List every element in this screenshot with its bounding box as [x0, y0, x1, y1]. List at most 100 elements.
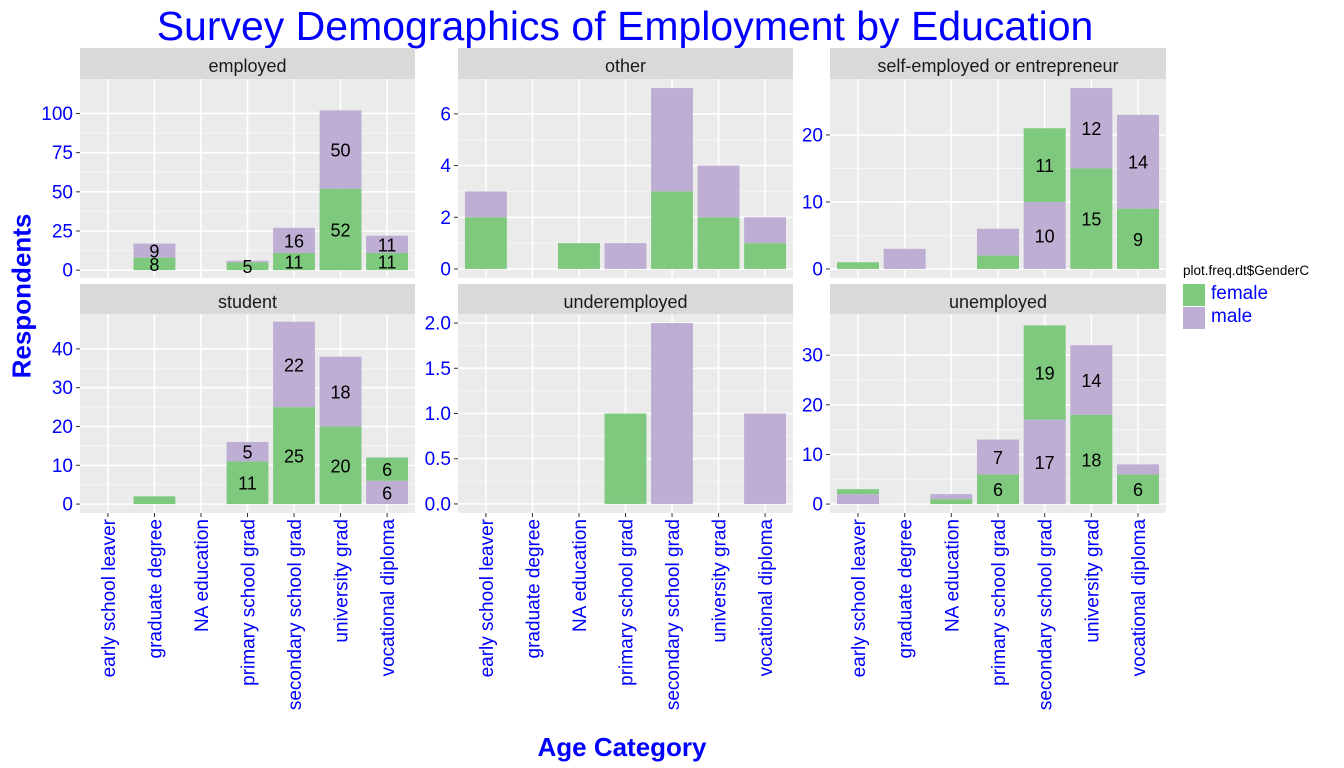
data-label: 14 — [1081, 371, 1101, 391]
bar-unemployed-secondary-school-grad-male — [1023, 419, 1066, 505]
bar-other-na-education-female — [558, 243, 600, 269]
x-tick-label-primary-school-grad: primary school grad — [617, 519, 638, 686]
x-tick-label-graduate-degree: graduate degree — [523, 519, 544, 658]
data-label: 22 — [284, 355, 304, 375]
data-label: 5 — [242, 443, 252, 463]
legend-label-male: male — [1211, 306, 1253, 327]
bar-underemployed-secondary-school-grad-male — [651, 323, 693, 504]
x-tick-label-vocational-diploma: vocational diploma — [1129, 519, 1150, 677]
data-label: 10 — [1035, 226, 1055, 246]
y-tick-label: 0 — [62, 495, 73, 516]
x-tick-label-early-school-leaver: early school leaver — [849, 518, 870, 677]
bar-student-university-grad-female — [319, 426, 362, 505]
data-label: 11 — [1035, 156, 1054, 176]
y-tick-label: 1.5 — [425, 359, 451, 380]
y-tick-label: 4 — [440, 156, 451, 177]
y-tick-label: 0 — [812, 259, 823, 280]
y-tick-label: 25 — [52, 221, 73, 242]
facet-strip-other — [458, 48, 793, 79]
facet-strip-label-self-employed-or-entrepreneur: self-employed or entrepreneur — [877, 56, 1118, 76]
x-tick-label-graduate-degree: graduate degree — [896, 519, 917, 658]
y-tick-label: 0 — [62, 261, 73, 282]
bar-self-employed-or-entrepreneur-university-grad-male — [1070, 88, 1113, 169]
facet-strip-employed — [80, 48, 415, 79]
legend-label-female: female — [1211, 283, 1269, 304]
data-label: 18 — [1081, 450, 1101, 470]
chart-title: Survey Demographics of Employment by Edu… — [156, 3, 1094, 49]
bar-unemployed-na-education-male — [930, 494, 973, 500]
y-tick-label: 0.0 — [425, 494, 451, 515]
facet-strip-label-underemployed: underemployed — [563, 292, 687, 312]
data-label: 50 — [331, 141, 351, 161]
legend-swatch-female — [1183, 284, 1205, 306]
x-tick-label-university-grad: university grad — [332, 519, 353, 643]
x-axis-label: Age Category — [537, 732, 707, 762]
x-tick-label-university-grad: university grad — [1082, 519, 1103, 643]
data-label: 6 — [382, 460, 392, 480]
bar-underemployed-vocational-diploma-male — [744, 413, 787, 504]
y-tick-label: 0 — [440, 259, 451, 280]
y-tick-label: 20 — [802, 125, 823, 146]
y-tick-label: 100 — [41, 104, 73, 125]
x-tick-label-secondary-school-grad: secondary school grad — [663, 519, 684, 710]
bar-employed-graduate-degree-female — [133, 257, 176, 271]
bar-employed-secondary-school-grad-female — [273, 252, 315, 271]
y-tick-label: 6 — [440, 104, 451, 125]
y-tick-label: 40 — [52, 339, 73, 360]
bar-student-primary-school-grad-female — [226, 461, 269, 505]
bar-employed-graduate-degree-male — [133, 243, 176, 258]
y-tick-label: 10 — [802, 445, 823, 466]
bar-employed-secondary-school-grad-male — [273, 227, 315, 253]
bar-unemployed-early-school-leaver-male — [837, 494, 879, 505]
legend-swatch-male — [1183, 307, 1205, 329]
y-tick-label: 1.0 — [425, 404, 451, 425]
x-tick-label-secondary-school-grad: secondary school grad — [285, 519, 306, 710]
data-label: 14 — [1128, 153, 1148, 173]
facet-strip-self-employed-or-entrepreneur — [830, 48, 1166, 79]
bar-employed-vocational-diploma-female — [366, 252, 409, 271]
bar-unemployed-vocational-diploma-female — [1117, 474, 1159, 505]
y-tick-label: 0.5 — [425, 449, 451, 470]
bar-student-primary-school-grad-male — [226, 442, 269, 462]
bar-student-vocational-diploma-female — [366, 457, 409, 481]
bar-underemployed-primary-school-grad-female — [604, 413, 647, 504]
data-label: 52 — [331, 220, 351, 240]
bar-student-secondary-school-grad-male — [273, 321, 315, 408]
bar-self-employed-or-entrepreneur-vocational-diploma-male — [1117, 114, 1159, 209]
data-label: 25 — [284, 447, 304, 467]
x-tick-label-na-education: NA education — [570, 519, 591, 632]
y-tick-label: 30 — [52, 378, 73, 399]
bar-other-university-grad-male — [697, 165, 740, 218]
data-label: 11 — [285, 253, 304, 273]
data-label: 6 — [993, 480, 1003, 500]
data-label: 11 — [378, 253, 397, 273]
bar-employed-university-grad-female — [319, 188, 362, 271]
data-label: 17 — [1035, 453, 1055, 473]
facet-strip-unemployed — [830, 284, 1166, 314]
bar-other-primary-school-grad-male — [604, 243, 647, 269]
bar-employed-primary-school-grad-female — [226, 262, 269, 271]
y-tick-label: 20 — [52, 417, 73, 438]
x-tick-label-vocational-diploma: vocational diploma — [378, 519, 399, 677]
x-tick-label-primary-school-grad: primary school grad — [239, 519, 260, 686]
facet-strip-label-other: other — [605, 56, 646, 76]
bar-self-employed-or-entrepreneur-primary-school-grad-male — [977, 228, 1019, 256]
data-label: 19 — [1035, 364, 1055, 384]
bar-unemployed-university-grad-male — [1070, 345, 1113, 415]
bar-other-secondary-school-grad-female — [651, 191, 693, 269]
data-label: 11 — [238, 474, 257, 494]
bar-other-vocational-diploma-male — [744, 217, 787, 244]
bar-employed-university-grad-male — [319, 110, 362, 189]
facet-strip-underemployed — [458, 284, 793, 314]
y-tick-label: 0 — [812, 495, 823, 516]
y-tick-label: 75 — [52, 143, 73, 164]
bar-self-employed-or-entrepreneur-university-grad-female — [1070, 168, 1113, 269]
bar-self-employed-or-entrepreneur-secondary-school-grad-male — [1023, 201, 1066, 269]
x-tick-label-graduate-degree: graduate degree — [145, 519, 166, 658]
facet-strip-label-student: student — [218, 292, 277, 312]
data-label: 9 — [149, 242, 159, 262]
bar-other-university-grad-female — [697, 217, 740, 269]
x-tick-label-primary-school-grad: primary school grad — [989, 519, 1010, 686]
y-tick-label: 10 — [802, 192, 823, 213]
